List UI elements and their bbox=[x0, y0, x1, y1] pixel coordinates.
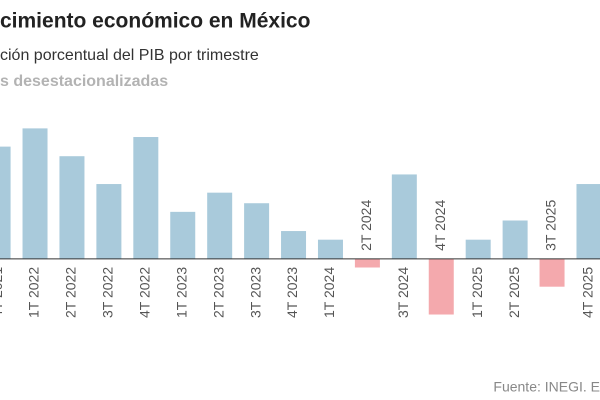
chart-note: s desestacionalizadas bbox=[0, 73, 168, 90]
bar bbox=[391, 174, 417, 259]
x-tick-label: 2T 2024 bbox=[358, 200, 374, 251]
x-tick-label: 3T 2022 bbox=[100, 267, 116, 318]
bar bbox=[539, 258, 565, 287]
x-tick-label: 4T 2024 bbox=[432, 200, 448, 251]
chart-subtitle: ción porcentual del PIB por trimestre bbox=[0, 47, 259, 64]
x-tick-label: 2T 2023 bbox=[210, 267, 226, 318]
bar bbox=[502, 220, 528, 259]
bar bbox=[133, 137, 159, 259]
x-tick-label: 3T 2023 bbox=[247, 267, 263, 318]
bar bbox=[281, 231, 307, 259]
source: Fuente: INEGI. E bbox=[493, 379, 600, 395]
bar bbox=[317, 239, 343, 259]
x-tick-label: 3T 2024 bbox=[395, 267, 411, 318]
bar bbox=[0, 146, 11, 259]
x-tick-label: 2T 2022 bbox=[63, 267, 79, 318]
x-tick-label: 4T 2022 bbox=[137, 267, 153, 318]
x-tick-label: 1T 2023 bbox=[173, 267, 189, 318]
x-tick-label: 4T 2021 bbox=[0, 267, 5, 318]
x-tick-label: 1T 2024 bbox=[321, 267, 337, 318]
bar bbox=[465, 239, 491, 259]
x-tick-label: 4T 2023 bbox=[284, 267, 300, 318]
x-tick-label: 3T 2025 bbox=[543, 200, 559, 251]
bar bbox=[576, 184, 600, 259]
x-tick-label: 1T 2022 bbox=[26, 267, 42, 318]
bar bbox=[354, 258, 380, 268]
bar bbox=[244, 203, 270, 259]
bar bbox=[170, 211, 196, 259]
bar bbox=[59, 156, 85, 259]
bar bbox=[207, 192, 233, 259]
x-tick-label: 2T 2025 bbox=[506, 267, 522, 318]
chart-title: cimiento económico en México bbox=[0, 10, 310, 33]
x-tick-label: 4T 2025 bbox=[580, 267, 596, 318]
bar bbox=[428, 258, 454, 315]
x-tick-label: 1T 2025 bbox=[469, 267, 485, 318]
bar bbox=[22, 128, 48, 259]
bar bbox=[96, 184, 122, 259]
